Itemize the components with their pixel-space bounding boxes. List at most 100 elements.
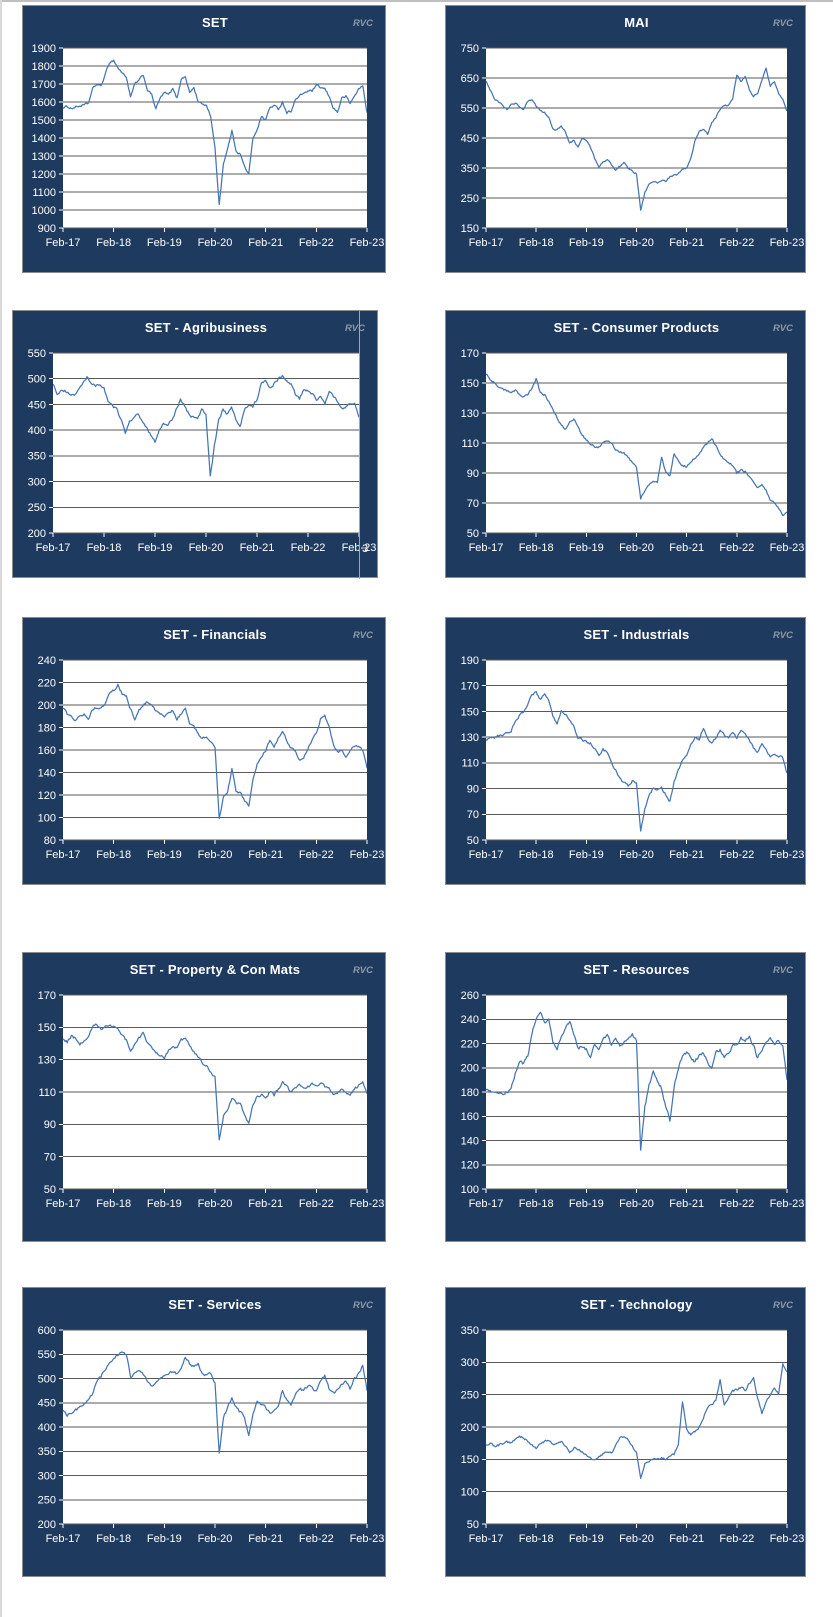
y-axis-label: 350 [28, 451, 46, 463]
x-axis-label: Feb-22 [299, 1533, 334, 1545]
x-axis-label: Feb-18 [519, 1198, 554, 1210]
x-axis-label: Feb-19 [569, 849, 604, 861]
x-axis-label: Feb-20 [189, 542, 224, 554]
chart-panel-set-financials: SET - Financials RVC 240 220 200 180 160 140 120… [22, 617, 386, 885]
x-axis-label: Feb-23 [350, 1198, 385, 1210]
rvc-watermark: RVC [344, 323, 365, 334]
chart-plot-svg: 170 150 130 110 90 70 50 Feb-17 Feb-18 Feb-19 Feb-… [38, 990, 385, 1210]
series-line [486, 690, 787, 832]
chart-title: SET - Consumer Products [553, 320, 720, 335]
chart-title: SET - Financials [163, 627, 267, 642]
y-axis-label: 400 [28, 425, 46, 437]
y-axis-label: 200 [38, 1519, 56, 1531]
page-edge-left [0, 0, 2, 1617]
y-axis-label: 1900 [32, 43, 56, 55]
x-axis-label: Feb-19 [569, 542, 604, 554]
chart-title: SET [202, 15, 228, 30]
y-axis-label: 1300 [32, 151, 56, 163]
y-axis-label: 150 [461, 378, 479, 390]
x-axis-label: Feb-21 [248, 1198, 283, 1210]
y-axis-label: 190 [461, 655, 479, 667]
y-axis-label: 220 [38, 677, 56, 689]
series-line [486, 1363, 787, 1479]
y-axis-label: 110 [461, 758, 479, 770]
x-axis-label: Feb-21 [669, 542, 704, 554]
chart-panel-set-property-con-mats: SET - Property & Con Mats RVC 170 150 130 110… [22, 952, 386, 1242]
x-axis-label: Feb-18 [96, 849, 131, 861]
plot-area [53, 353, 359, 533]
x-axis-label: Feb-22 [299, 237, 334, 249]
y-axis-label: 900 [38, 223, 56, 235]
rvc-watermark: RVC [772, 1300, 793, 1311]
page-edge-top [0, 0, 833, 2]
y-axis-label: 140 [38, 767, 56, 779]
x-axis-label: Feb-17 [46, 1198, 81, 1210]
x-axis-label: Feb-22 [719, 1198, 754, 1210]
chart-title: MAI [624, 15, 649, 30]
x-axis-label: Feb-21 [669, 849, 704, 861]
x-axis-label: Feb-22 [719, 849, 754, 861]
x-axis-label: Feb-17 [469, 849, 504, 861]
y-axis-label: 260 [461, 990, 479, 1002]
rvc-watermark: RVC [352, 630, 373, 641]
x-axis-label: Feb-20 [198, 237, 233, 249]
series-line [63, 1351, 367, 1454]
y-axis-label: 160 [38, 745, 56, 757]
x-axis-label: Feb-19 [569, 1198, 604, 1210]
x-axis-label: Feb-23 [350, 1533, 385, 1545]
x-axis-label: Feb-23 [350, 849, 385, 861]
y-axis-label: 50 [467, 528, 479, 540]
chart-title: SET - Property & Con Mats [129, 962, 301, 977]
chart-panel-set-technology: SET - Technology RVC 350 300 250 200 150 100 50 F… [445, 1287, 806, 1577]
chart-plot-svg: 170 150 130 110 90 70 50 Feb-17 Feb-18 Feb-19 Feb-… [461, 348, 805, 554]
y-axis-label: 450 [461, 133, 479, 145]
chart-title: SET - Technology [580, 1297, 693, 1312]
y-axis-label: 550 [38, 1349, 56, 1361]
x-axis-label: Feb-21 [669, 1198, 704, 1210]
chart-plot-svg: 1900 1800 1700 1600 1500 1400 1300 1200 1100 1000… [32, 43, 385, 249]
x-axis-label: Feb-18 [519, 849, 554, 861]
chart-title: SET - Industrials [583, 627, 690, 642]
rvc-watermark: RVC [352, 965, 373, 976]
y-axis-label: 250 [461, 1390, 479, 1402]
chart-plot-svg: 550 500 450 400 350 300 250 200 Feb-17 Feb-18 Feb-… [28, 348, 377, 554]
y-axis-label: 130 [461, 408, 479, 420]
series-line [63, 59, 367, 206]
x-axis-label: Feb-20 [619, 237, 654, 249]
y-axis-label: 300 [461, 1357, 479, 1369]
y-axis-label: 150 [461, 1454, 479, 1466]
y-axis-label: 1800 [32, 61, 56, 73]
y-axis-label: 500 [38, 1373, 56, 1385]
chart-plot-svg: 750 650 550 450 350 250 150 Feb-17 Feb-18 Feb-19 F… [461, 43, 805, 249]
rvc-watermark: RVC [772, 630, 793, 641]
x-axis-label: Feb-21 [248, 849, 283, 861]
chart-panel-set-resources: SET - Resources RVC 260 240 220 200 180 160 140 1… [445, 952, 806, 1242]
y-axis-label: 240 [461, 1014, 479, 1026]
y-axis-label: 240 [38, 655, 56, 667]
x-axis-label: Feb-21 [669, 1533, 704, 1545]
y-axis-label: 250 [28, 502, 46, 514]
y-axis-label: 400 [38, 1422, 56, 1434]
x-axis-label: Feb-21 [248, 1533, 283, 1545]
chart-title: SET - Agribusiness [144, 320, 268, 335]
x-axis-label: Feb-17 [469, 1533, 504, 1545]
x-axis-label: Feb-23 [770, 849, 805, 861]
x-axis-label: Feb-23 [770, 237, 805, 249]
y-axis-label: 1200 [32, 169, 56, 181]
rvc-watermark: RVC [772, 18, 793, 29]
y-axis-label: 50 [44, 1184, 56, 1196]
y-axis-label: 70 [467, 809, 479, 821]
chart-plot-svg: 240 220 200 180 160 140 120 100 80 Feb-17 Feb-18 Fe… [38, 655, 385, 861]
chart-plot-svg: 190 170 150 130 110 90 70 50 Feb-17 Feb-18 Feb-19 F… [461, 655, 805, 861]
x-axis-label: Feb-20 [619, 849, 654, 861]
y-axis-label: 150 [38, 1022, 56, 1034]
rvc-watermark: RVC [772, 323, 793, 334]
x-axis-label: Feb-19 [147, 237, 182, 249]
x-axis-label: Feb-19 [147, 1533, 182, 1545]
x-axis-label: Feb-19 [138, 542, 173, 554]
y-axis-label: 200 [461, 1422, 479, 1434]
y-axis-label: 200 [38, 700, 56, 712]
y-axis-label: 120 [38, 790, 56, 802]
x-axis-label: Feb-23 [770, 1198, 805, 1210]
chart-panel-set-consumer-products: SET - Consumer Products RVC 170 150 130 110 90… [445, 310, 806, 578]
